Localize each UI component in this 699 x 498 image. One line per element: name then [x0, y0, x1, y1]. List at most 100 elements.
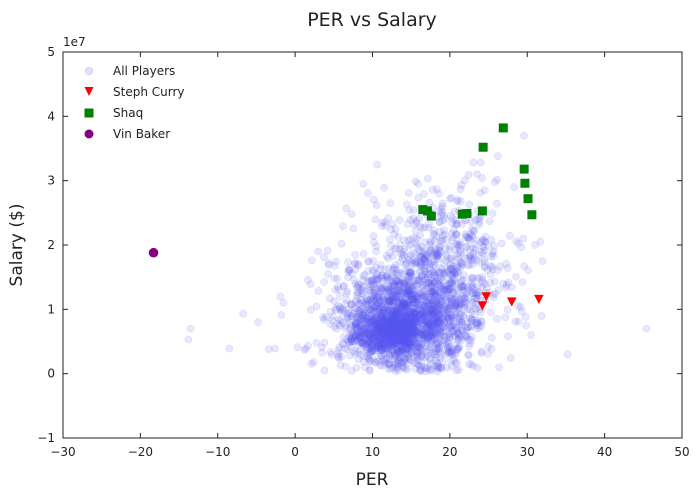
all-players-point [402, 325, 410, 333]
all-players-point [387, 340, 396, 348]
all-players-point [489, 252, 498, 260]
all-players-point [399, 335, 408, 343]
all-players-point [353, 337, 361, 345]
all-players-point [386, 325, 394, 333]
all-players-point [413, 309, 421, 317]
all-players-point [375, 309, 384, 317]
all-players-point [420, 305, 429, 314]
all-players-point [419, 300, 428, 309]
all-players-point [416, 222, 425, 231]
all-players-point [414, 334, 423, 343]
all-players-point [385, 340, 394, 348]
all-players-point [521, 313, 530, 321]
all-players-point [383, 337, 392, 346]
all-players-point [497, 239, 506, 248]
all-players-point [380, 324, 388, 332]
all-players-point [400, 337, 408, 345]
all-players-point [517, 243, 526, 252]
all-players-point [452, 366, 461, 375]
all-players-point [451, 278, 460, 287]
all-players-point [365, 319, 374, 328]
all-players-point [382, 252, 391, 260]
all-players-point [414, 180, 422, 188]
all-players-point [322, 313, 330, 321]
all-players-point [368, 317, 376, 326]
all-players-point [374, 344, 383, 352]
all-players-point [395, 216, 404, 224]
all-players-point [370, 319, 379, 327]
all-players-point [430, 226, 438, 235]
all-players-point [391, 333, 400, 341]
all-players-point [357, 338, 365, 346]
all-players-point [467, 217, 476, 226]
all-players-point [362, 339, 370, 348]
all-players-point [399, 311, 408, 320]
y-tick-label: 3 [47, 174, 55, 188]
all-players-point [451, 322, 460, 331]
all-players-point [334, 353, 343, 362]
all-players-point [376, 318, 385, 327]
all-players-point [395, 344, 404, 352]
all-players-point [409, 328, 417, 336]
all-players-point [367, 323, 376, 331]
all-players-point [503, 305, 512, 314]
all-players-point [487, 235, 496, 244]
all-players-point [320, 338, 329, 347]
all-players-point [430, 308, 438, 317]
all-players-point [377, 313, 386, 322]
all-players-point [365, 331, 374, 340]
all-players-point [383, 346, 392, 354]
all-players-point [395, 308, 404, 316]
all-players-point [368, 340, 377, 348]
all-players-point [434, 364, 443, 373]
all-players-point [402, 325, 410, 334]
all-players-point [473, 170, 481, 179]
all-players-point [347, 210, 356, 218]
all-players-point [424, 302, 433, 311]
all-players-point [339, 222, 347, 230]
all-players-point [390, 320, 398, 328]
all-players-point [398, 338, 406, 346]
all-players-point [400, 330, 408, 339]
all-players-point [365, 338, 374, 347]
all-players-point [407, 339, 415, 347]
all-players-point [410, 337, 418, 346]
all-players-point [351, 323, 360, 332]
chart-title: PER vs Salary [307, 9, 437, 31]
all-players-point [380, 329, 389, 338]
all-players-point [387, 320, 396, 329]
all-players-point [354, 330, 363, 339]
all-players-point [395, 336, 404, 345]
all-players-point [403, 339, 411, 348]
all-players-point [376, 333, 384, 342]
all-players-point [312, 338, 321, 347]
all-players-point [347, 335, 356, 344]
all-players-point [409, 310, 418, 319]
all-players-point [404, 189, 413, 197]
all-players-point [357, 330, 366, 338]
all-players-point [396, 321, 404, 330]
all-players-point [345, 329, 354, 338]
all-players-point [363, 300, 371, 308]
all-players-point [431, 356, 440, 365]
all-players-point [383, 323, 391, 332]
all-players-point [362, 324, 371, 332]
all-players-point [350, 347, 359, 355]
all-players-point [436, 227, 445, 236]
all-players-point [378, 329, 386, 338]
all-players-point [510, 183, 518, 191]
all-players-point [380, 315, 389, 323]
all-players-point [402, 336, 411, 345]
all-players-point [377, 346, 385, 354]
all-players-point [403, 220, 412, 228]
all-players-point [421, 335, 430, 343]
all-players-point [370, 331, 379, 340]
all-players-point [320, 278, 329, 286]
all-players-point [399, 320, 408, 328]
all-players-point [362, 345, 371, 354]
all-players-point [359, 319, 367, 328]
all-players-point [405, 323, 414, 331]
all-players-point [410, 308, 419, 317]
all-players-point [393, 320, 401, 329]
all-players-point [406, 316, 414, 324]
